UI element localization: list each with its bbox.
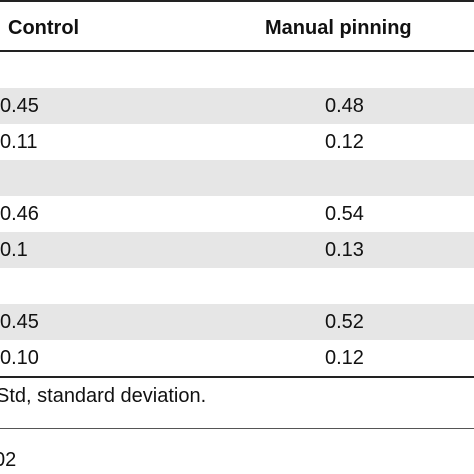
table-footnote: Std, standard deviation. (0, 385, 207, 407)
table-row (0, 160, 474, 196)
table-top-rule (0, 0, 474, 2)
header-bottom-rule (0, 50, 474, 52)
cell-control: 0.46 (0, 203, 39, 225)
doi-fragment: 02 (0, 449, 17, 471)
footer-rule (0, 428, 474, 429)
table-row: 0.46 0.54 (0, 196, 474, 232)
table-row: 0.45 0.48 (0, 88, 474, 124)
cell-control: 0.11 (0, 131, 38, 153)
cell-control: 0.45 (0, 311, 39, 333)
table-row: 0.1 0.13 (0, 232, 474, 268)
cell-control: 0.10 (0, 347, 39, 369)
header-control: Control (8, 17, 80, 39)
cell-manual: 0.54 (325, 203, 364, 225)
header-manual-pinning: Manual pinning (265, 17, 412, 39)
cell-manual: 0.12 (325, 347, 364, 369)
table-row: 0.10 0.12 (0, 340, 474, 376)
cell-manual: 0.48 (325, 95, 364, 117)
cell-manual: 0.52 (325, 311, 364, 333)
table-bottom-rule (0, 376, 474, 378)
table-row: 0.45 0.52 (0, 304, 474, 340)
table-header-row: Control Manual pinning (0, 2, 474, 50)
cell-control: 0.45 (0, 95, 39, 117)
table-row (0, 52, 474, 88)
cell-manual: 0.13 (325, 239, 364, 261)
cell-manual: 0.12 (325, 131, 364, 153)
cell-control: 0.1 (0, 239, 28, 261)
table-row: 0.11 0.12 (0, 124, 474, 160)
table-row (0, 268, 474, 304)
